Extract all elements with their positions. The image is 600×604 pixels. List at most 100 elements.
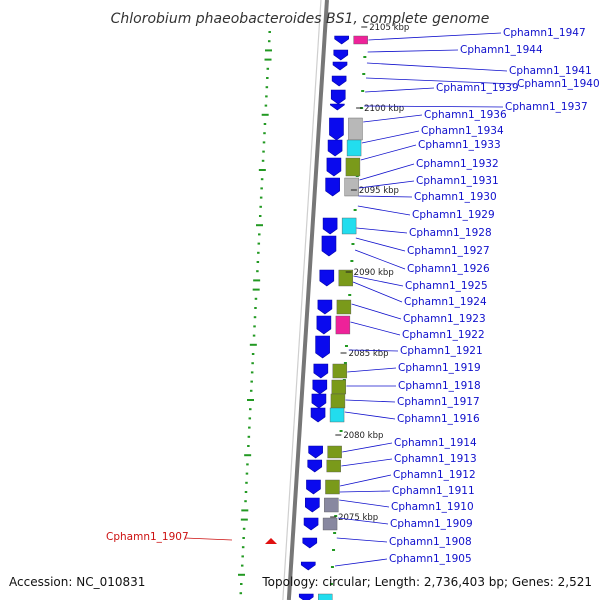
- gene-label[interactable]: Cphamn1_1918: [398, 380, 481, 392]
- gene-leader-line: [342, 442, 393, 453]
- gene-label[interactable]: Cphamn1_1916: [397, 413, 480, 425]
- cog-category-block: [324, 497, 339, 513]
- gene-arrow[interactable]: [313, 363, 329, 379]
- gene-label[interactable]: Cphamn1_1930: [414, 191, 497, 203]
- gene-label[interactable]: Cphamn1_1944: [460, 44, 543, 56]
- gene-label[interactable]: Cphamn1_1909: [390, 518, 473, 530]
- gene-label[interactable]: Cphamn1_1941: [509, 65, 592, 77]
- gene-label[interactable]: Cphamn1_1926: [407, 263, 490, 275]
- gene-labels[interactable]: Cphamn1_1947Cphamn1_1944Cphamn1_1941Cpha…: [106, 27, 600, 567]
- gene-label[interactable]: Cphamn1_1923: [403, 313, 486, 325]
- gene-arrow[interactable]: [326, 157, 342, 177]
- cog-category-block: [335, 315, 351, 335]
- cog-category-block: [331, 379, 347, 395]
- gene-leader-line: [353, 275, 404, 287]
- gene-arrow[interactable]: [332, 61, 348, 71]
- gene-arrow[interactable]: [333, 49, 349, 61]
- gene-arrow[interactable]: [321, 235, 337, 257]
- cog-category-block: [327, 445, 342, 459]
- gene-arrow[interactable]: [325, 177, 340, 197]
- gene-label[interactable]: Cphamn1_1937: [505, 101, 588, 113]
- gene-leader-line: [336, 537, 388, 543]
- gene-label[interactable]: Cphamn1_1927: [407, 245, 490, 257]
- gene-leader-line: [339, 499, 390, 508]
- gene-label[interactable]: Cphamn1_1924: [404, 296, 487, 308]
- gene-label[interactable]: Cphamn1_1940: [517, 78, 600, 90]
- gene-leader-line: [355, 237, 406, 252]
- gene-arrow[interactable]: [330, 89, 346, 105]
- gene-arrow[interactable]: [330, 103, 345, 111]
- gene-label[interactable]: Cphamn1_1936: [424, 109, 507, 121]
- gene-label[interactable]: Cphamn1_1917: [397, 396, 480, 408]
- gene-label[interactable]: Cphamn1_1932: [416, 158, 499, 170]
- gene-label[interactable]: Cphamn1_1934: [421, 125, 504, 137]
- gene-arrow[interactable]: [306, 479, 321, 495]
- gene-leader-line: [334, 558, 388, 567]
- gene-arrow[interactable]: [302, 537, 318, 549]
- gene-label[interactable]: Cphamn1_1914: [394, 437, 477, 449]
- gene-arrow[interactable]: [303, 517, 319, 531]
- gene-arrow[interactable]: [307, 459, 323, 473]
- gene-leader-line: [358, 180, 415, 189]
- gene-label[interactable]: Cphamn1_1931: [416, 175, 499, 187]
- gene-arrow[interactable]: [300, 561, 316, 571]
- gene-arrow[interactable]: [298, 593, 314, 603]
- kbp-tick-label: 2075 kbp: [338, 513, 378, 523]
- gene-leader-line: [341, 458, 393, 467]
- gene-leader-line: [359, 163, 415, 181]
- kbp-tick-label: 2080 kbp: [343, 431, 383, 441]
- gene-leader-line: [350, 321, 401, 336]
- gene-arrow[interactable]: [311, 393, 327, 409]
- gene-leader-line-left: [184, 537, 233, 541]
- gene-arrow[interactable]: [334, 35, 349, 45]
- gene-leader-line: [368, 32, 502, 41]
- gene-leader-line: [365, 77, 516, 85]
- gene-leader-line: [352, 281, 403, 303]
- gene-label[interactable]: Cphamn1_1947: [503, 27, 586, 39]
- cog-category-block: [348, 117, 363, 141]
- genome-summary: Topology: circular; Length: 2,736,403 bp…: [261, 575, 592, 589]
- gene-leader-line: [367, 49, 459, 53]
- gene-arrow[interactable]: [316, 315, 332, 335]
- gene-label[interactable]: Cphamn1_1921: [400, 345, 483, 357]
- gene-label[interactable]: Cphamn1_1922: [402, 329, 485, 341]
- gene-label[interactable]: Cphamn1_1929: [412, 209, 495, 221]
- gene-label[interactable]: Cphamn1_1910: [391, 501, 474, 513]
- cog-category-block: [318, 593, 333, 603]
- gene-label-left[interactable]: Cphamn1_1907: [106, 531, 189, 543]
- gene-leader-line: [344, 411, 396, 420]
- gene-arrow[interactable]: [331, 75, 347, 87]
- gene-arrow[interactable]: [329, 117, 344, 141]
- gene-label[interactable]: Cphamn1_1912: [393, 469, 476, 481]
- gene-arrow[interactable]: [305, 497, 320, 513]
- gene-label[interactable]: Cphamn1_1925: [405, 280, 488, 292]
- gene-leader-line: [364, 105, 504, 108]
- gene-label[interactable]: Cphamn1_1928: [409, 227, 492, 239]
- gene-label[interactable]: Cphamn1_1939: [436, 82, 519, 94]
- gene-label[interactable]: Cphamn1_1911: [392, 485, 475, 497]
- gene-leader-line: [366, 62, 508, 72]
- gene-label[interactable]: Cphamn1_1908: [389, 536, 472, 548]
- gene-arrow[interactable]: [312, 379, 328, 395]
- gene-label[interactable]: Cphamn1_1913: [394, 453, 477, 465]
- cog-category-block: [353, 35, 368, 45]
- gene-arrow[interactable]: [319, 269, 335, 287]
- gene-arrow[interactable]: [310, 407, 326, 423]
- gene-leader-line: [354, 249, 406, 270]
- gene-arrow[interactable]: [317, 299, 333, 315]
- gene-label[interactable]: Cphamn1_1919: [398, 362, 481, 374]
- kbp-tick-label: 2100 kbp: [364, 104, 404, 114]
- cog-category-block: [322, 517, 338, 531]
- gene-label[interactable]: Cphamn1_1933: [418, 139, 501, 151]
- gene-leader-line: [365, 87, 435, 93]
- gene-arrow[interactable]: [327, 139, 343, 157]
- gene-arrow[interactable]: [322, 217, 338, 235]
- gene-label[interactable]: Cphamn1_1905: [389, 553, 472, 565]
- reverse-gene-marker[interactable]: [265, 538, 277, 544]
- gene-arrow[interactable]: [308, 445, 323, 459]
- gene-arrow[interactable]: [315, 335, 330, 359]
- gene-leader-line: [357, 205, 411, 216]
- gene-leader-line: [347, 367, 397, 373]
